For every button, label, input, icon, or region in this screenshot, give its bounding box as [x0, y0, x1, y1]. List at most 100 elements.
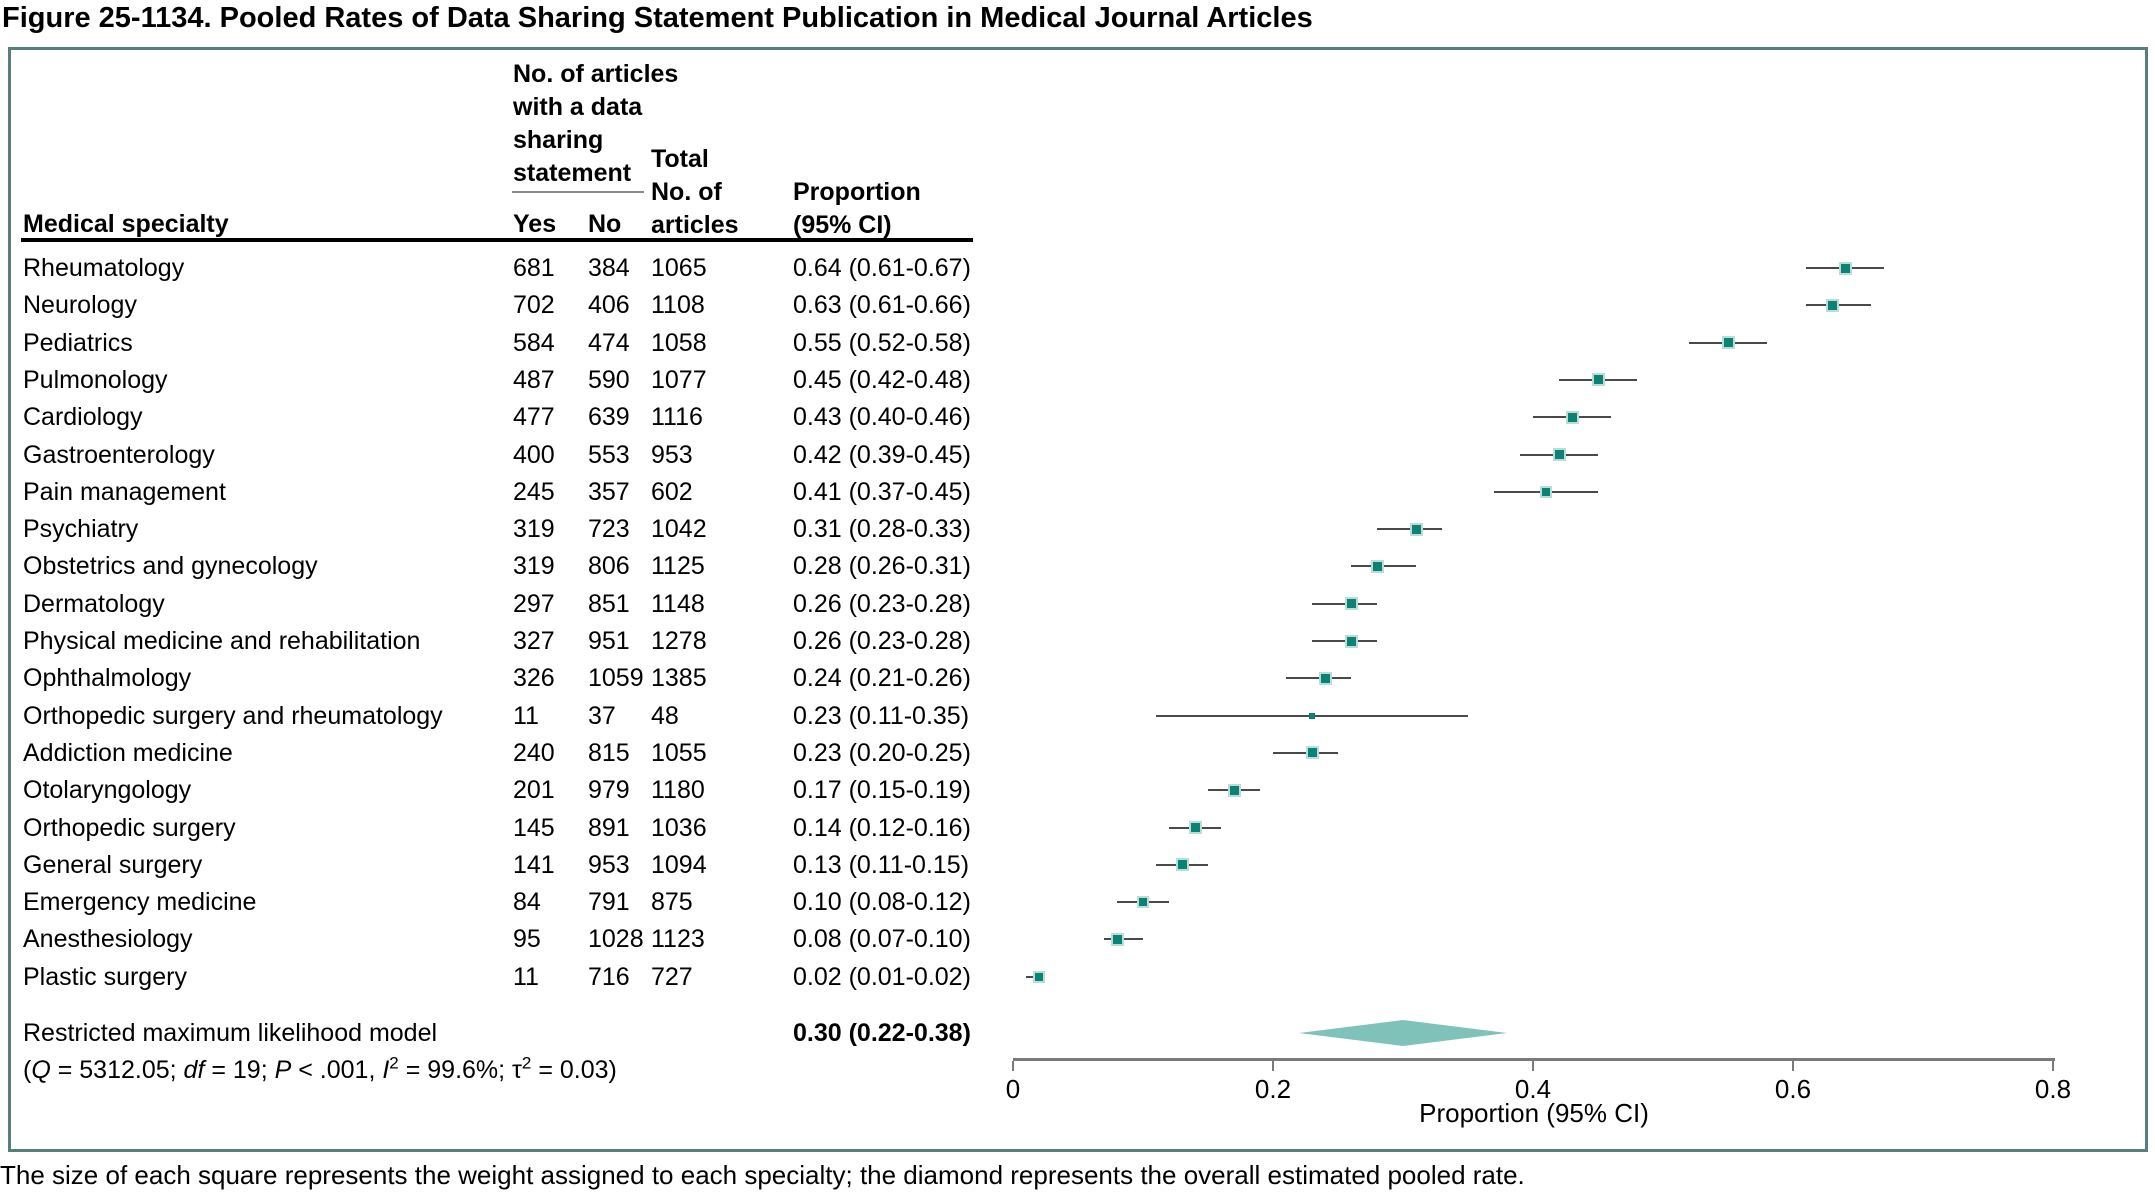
- summary-proportion: 0.30 (0.22-0.38): [793, 1019, 971, 1047]
- weight-square: [1552, 448, 1566, 461]
- weight-square: [1565, 410, 1579, 424]
- weight-square: [1309, 712, 1315, 719]
- table-row: Pulmonology 487 590 1077 0.45 (0.42-0.48): [11, 365, 2145, 395]
- cell-yes: 141: [513, 850, 555, 879]
- total-header-line: No. of: [651, 178, 722, 206]
- cell-yes: 326: [513, 664, 555, 693]
- stats-fragment: 2: [389, 1053, 399, 1073]
- cell-total: 1077: [651, 365, 707, 394]
- cell-specialty: Plastic surgery: [23, 962, 187, 991]
- cell-total: 1094: [651, 850, 707, 879]
- model-stats: (Q = 5312.05; df = 19; P < .001, I2 = 99…: [23, 1053, 617, 1085]
- cell-no: 953: [588, 850, 630, 879]
- weight-square: [1540, 485, 1552, 498]
- figure-title: Figure 25-1134. Pooled Rates of Data Sha…: [2, 2, 1313, 34]
- stats-fragment: = 99.6%; τ: [398, 1056, 522, 1084]
- axis-tick-label: 0.4: [1514, 1074, 1552, 1104]
- cell-yes: 327: [513, 627, 555, 655]
- stats-fragment: = 5312.05;: [50, 1056, 184, 1084]
- cell-total: 1065: [651, 254, 707, 282]
- weight-square: [1110, 932, 1124, 946]
- table-row: Neurology 702 406 1108 0.63 (0.61-0.66): [11, 290, 2145, 320]
- weight-square: [1188, 821, 1202, 834]
- stats-fragment: I: [382, 1056, 390, 1084]
- table-row: Cardiology 477 639 1116 0.43 (0.40-0.46): [11, 402, 2145, 432]
- cell-specialty: Physical medicine and rehabilitation: [23, 627, 421, 655]
- cell-no: 357: [588, 477, 630, 506]
- cell-yes: 400: [513, 440, 555, 469]
- cell-proportion: 0.14 (0.12-0.16): [793, 813, 971, 842]
- cell-no: 951: [588, 627, 630, 655]
- cell-no: 406: [588, 291, 630, 320]
- weight-square: [1591, 373, 1605, 387]
- cell-specialty: Obstetrics and gynecology: [23, 552, 318, 581]
- column-header-no: No: [588, 210, 622, 238]
- x-axis-line: [1013, 1058, 2055, 1061]
- column-header-proportion: Proportion (95% CI): [793, 176, 921, 242]
- proportion-header-line: (95% CI): [793, 211, 892, 239]
- cell-specialty: Ophthalmology: [23, 664, 192, 693]
- weight-square: [1305, 746, 1319, 760]
- weight-square: [1033, 970, 1045, 983]
- cell-no: 474: [588, 328, 630, 357]
- summary-model-label: Restricted maximum likelihood model: [23, 1019, 438, 1047]
- cell-yes: 319: [513, 552, 555, 581]
- table-row: General surgery 141 953 1094 0.13 (0.11-0.15…: [11, 850, 2145, 880]
- cell-specialty: Rheumatology: [23, 254, 185, 282]
- table-row: Otolaryngology 201 979 1180 0.17 (0.15-0.19): [11, 775, 2145, 805]
- cell-yes: 11: [513, 962, 539, 991]
- cell-no: 590: [588, 365, 630, 394]
- cell-specialty: Pulmonology: [23, 365, 168, 394]
- cell-no: 891: [588, 813, 630, 842]
- cell-total: 602: [651, 477, 693, 506]
- cell-yes: 145: [513, 813, 555, 842]
- stats-fragment: df: [183, 1056, 205, 1084]
- weight-square: [1344, 597, 1358, 611]
- stats-fragment: Q: [31, 1056, 51, 1084]
- cell-yes: 84: [513, 888, 541, 917]
- cell-proportion: 0.24 (0.21-0.26): [793, 664, 971, 693]
- axis-tick-label: 0: [1005, 1074, 1021, 1104]
- cell-total: 1116: [651, 403, 703, 432]
- axis-tick: [1532, 1061, 1534, 1071]
- stats-fragment: (: [23, 1056, 32, 1084]
- cell-proportion: 0.02 (0.01-0.02): [793, 962, 971, 991]
- weight-square: [1370, 559, 1384, 573]
- cell-total: 1058: [651, 328, 707, 357]
- cell-total: 1108: [651, 291, 705, 320]
- cell-specialty: Emergency medicine: [23, 888, 257, 917]
- table-row: Physical medicine and rehabilitation 327 9…: [11, 626, 2145, 656]
- table-row: Ophthalmology 326 1059 1385 0.24 (0.21-0.26): [11, 663, 2145, 693]
- cell-total: 727: [651, 962, 693, 991]
- cell-yes: 297: [513, 589, 555, 618]
- cell-specialty: Gastroenterology: [23, 440, 215, 469]
- cell-proportion: 0.23 (0.20-0.25): [793, 738, 971, 767]
- table-row: Gastroenterology 400 553 953 0.42 (0.39-0.45…: [11, 440, 2145, 470]
- cell-no: 639: [588, 403, 630, 432]
- axis-tick-label: 0.8: [2034, 1074, 2072, 1104]
- total-header-line: articles: [651, 211, 739, 239]
- cell-proportion: 0.42 (0.39-0.45): [793, 440, 971, 469]
- cell-proportion: 0.63 (0.61-0.66): [793, 291, 971, 320]
- cell-total: 1278: [651, 627, 707, 655]
- table-row: Addiction medicine 240 815 1055 0.23 (0.20-0…: [11, 738, 2145, 768]
- axis-tick: [2052, 1061, 2054, 1071]
- yes-no-underline: [512, 191, 644, 193]
- cell-yes: 240: [513, 738, 555, 767]
- cell-specialty: Addiction medicine: [23, 738, 233, 767]
- cell-yes: 681: [513, 254, 555, 282]
- group-header-line: sharing: [513, 126, 604, 154]
- stats-fragment: P: [274, 1056, 292, 1084]
- stats-fragment: = 19;: [204, 1056, 275, 1084]
- cell-no: 553: [588, 440, 630, 469]
- cell-specialty: Anesthesiology: [23, 925, 193, 954]
- x-axis-label: Proportion (95% CI): [1419, 1098, 1649, 1128]
- weight-square: [1825, 298, 1839, 312]
- table-row: Plastic surgery 11 716 727 0.02 (0.01-0.02): [11, 962, 2145, 992]
- cell-yes: 95: [513, 925, 541, 954]
- cell-proportion: 0.41 (0.37-0.45): [793, 477, 971, 506]
- figure-caption: The size of each square represents the w…: [0, 1160, 1525, 1190]
- cell-proportion: 0.45 (0.42-0.48): [793, 365, 971, 394]
- table-row: Dermatology 297 851 1148 0.26 (0.23-0.28): [11, 589, 2145, 619]
